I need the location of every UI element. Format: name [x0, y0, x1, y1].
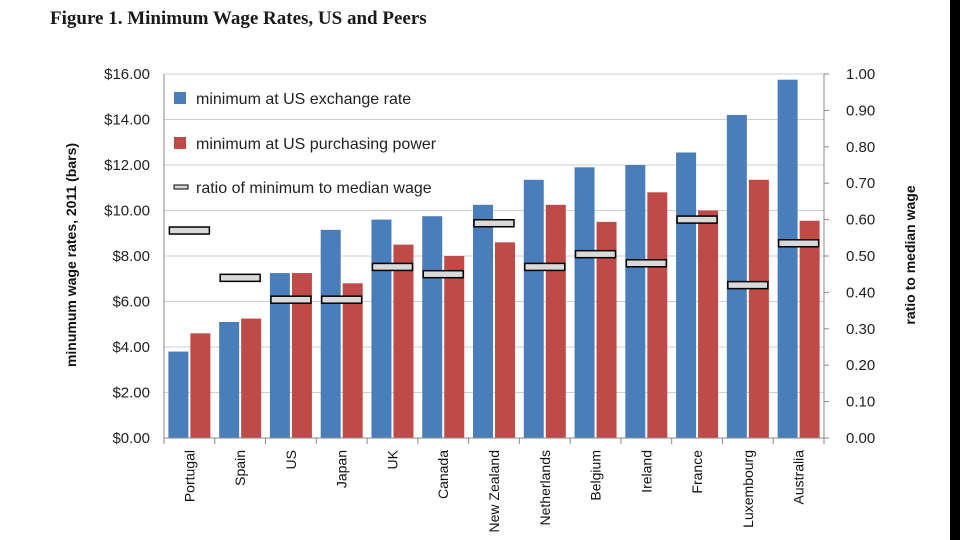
- category-label: US: [283, 450, 299, 469]
- category-label: Canada: [435, 450, 451, 499]
- bar-purchasing-power: [342, 283, 363, 438]
- ratio-marker: [625, 259, 668, 268]
- bar-exchange-rate: [473, 204, 493, 438]
- y-tick-label: $2.00: [112, 385, 150, 402]
- legend: minimum at US exchange rate minimum at US…: [173, 91, 437, 197]
- category-label: Australia: [791, 450, 807, 505]
- legend-label: minimum at US exchange rate: [196, 91, 411, 108]
- y-tick-label: $14.00: [104, 112, 150, 129]
- ratio-marker: [168, 226, 211, 235]
- bar-purchasing-power: [241, 318, 262, 438]
- legend-swatch-ratio: [173, 184, 189, 190]
- ratio-markers: [168, 215, 820, 304]
- bar-purchasing-power: [444, 256, 465, 438]
- category-label: Belgium: [588, 450, 604, 501]
- ratio-marker: [320, 295, 363, 304]
- edge-bar: [950, 0, 960, 540]
- legend-label: minimum at US purchasing power: [196, 136, 437, 153]
- bar-exchange-rate: [168, 351, 189, 438]
- y-tick-label: $12.00: [104, 157, 150, 174]
- category-label: Ireland: [638, 450, 654, 493]
- ratio-marker: [473, 218, 515, 228]
- y2-tick-label: 0.00: [846, 430, 875, 447]
- bar-purchasing-power: [545, 204, 566, 438]
- bar-exchange-rate: [726, 114, 747, 438]
- bar-exchange-rate: [777, 79, 798, 438]
- legend-swatch-purchasing-power: [174, 137, 186, 149]
- legend-swatch-exchange-rate: [174, 92, 186, 104]
- category-label: Netherlands: [537, 450, 553, 526]
- bar-exchange-rate: [523, 179, 544, 438]
- ratio-marker: [270, 295, 312, 304]
- ratio-marker: [422, 269, 464, 279]
- bar-purchasing-power: [647, 192, 668, 438]
- bar-purchasing-power: [748, 179, 769, 438]
- bar-exchange-rate: [269, 273, 290, 438]
- y2-tick-label: 1.00: [846, 66, 875, 83]
- category-label: Japan: [334, 450, 350, 488]
- category-label: UK: [384, 449, 400, 469]
- bar-exchange-rate: [219, 321, 240, 438]
- category-label: Portugal: [181, 450, 197, 502]
- bar-exchange-rate: [625, 165, 646, 438]
- ratio-marker: [371, 262, 414, 272]
- bar-purchasing-power: [190, 333, 211, 438]
- category-label: Luxembourg: [740, 450, 756, 528]
- bar-purchasing-power: [495, 242, 515, 438]
- y2-tick-label: 0.80: [846, 139, 875, 156]
- bar-exchange-rate: [371, 219, 392, 438]
- ratio-marker: [777, 239, 820, 248]
- y2-tick-label: 0.30: [846, 321, 875, 338]
- bar-exchange-rate: [676, 152, 697, 439]
- y2-axis-title: ratio to median wage: [902, 185, 918, 324]
- y-tick-label: $0.00: [112, 430, 150, 447]
- bars: [168, 79, 820, 439]
- y2-tick-label: 0.70: [846, 175, 875, 192]
- y2-tick-label: 0.20: [846, 357, 875, 374]
- y-tick-label: $10.00: [104, 203, 150, 220]
- bar-exchange-rate: [320, 229, 341, 438]
- y2-tick-label: 0.60: [846, 212, 875, 229]
- bar-purchasing-power: [799, 220, 820, 438]
- ratio-marker: [727, 280, 769, 290]
- bar-purchasing-power: [393, 244, 414, 438]
- ratio-marker: [524, 262, 566, 272]
- figure-title: Figure 1. Minimum Wage Rates, US and Pee…: [50, 8, 427, 29]
- y-tick-label: $6.00: [112, 294, 150, 311]
- y-tick-label: $16.00: [104, 66, 150, 83]
- ratio-marker: [574, 249, 617, 259]
- y-tick-label: $8.00: [112, 248, 150, 265]
- bar-exchange-rate: [574, 167, 595, 438]
- y2-tick-label: 0.10: [846, 394, 875, 411]
- gridlines: [164, 73, 824, 439]
- legend-label: ratio of minimum to median wage: [196, 180, 432, 197]
- axes: $0.00 $2.00 $4.00 $6.00 $8.00 $10.00 $12.00 $14…: [63, 66, 918, 533]
- bar-purchasing-power: [291, 273, 312, 438]
- y2-tick-label: 0.90: [846, 102, 875, 119]
- bar-purchasing-power: [698, 210, 719, 438]
- category-label: New Zealand: [486, 450, 502, 533]
- ratio-marker: [676, 215, 718, 224]
- bar-purchasing-power: [596, 221, 617, 438]
- y-axis-title: minumum wage rates, 2011 (bars): [63, 143, 79, 367]
- category-label: France: [689, 450, 705, 494]
- ratio-marker: [219, 273, 261, 283]
- bar-exchange-rate: [422, 216, 443, 438]
- y2-tick-label: 0.40: [846, 284, 875, 301]
- y2-tick-label: 0.50: [846, 248, 875, 265]
- category-label: Spain: [232, 450, 248, 486]
- y-tick-label: $4.00: [112, 339, 150, 356]
